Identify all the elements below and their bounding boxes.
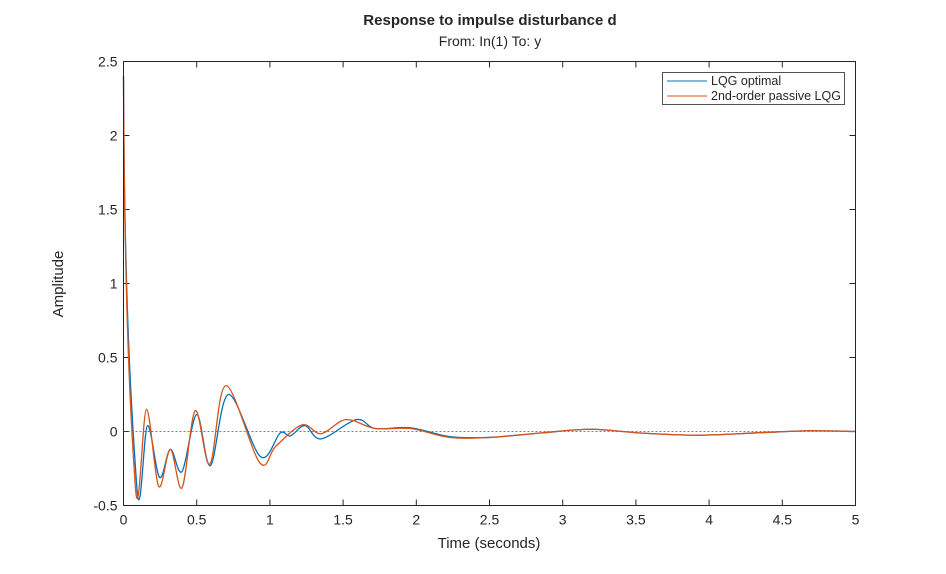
legend: LQG optimal 2nd-order passive LQG	[662, 72, 845, 105]
y-tick-label: 1.5	[98, 202, 118, 218]
x-tick-label: 3.5	[626, 512, 646, 528]
x-axis-label: Time (seconds)	[438, 535, 541, 552]
x-tick-label: 0.5	[187, 512, 207, 528]
y-tick-label: 0.5	[98, 350, 118, 366]
x-tick-label: 2.5	[480, 512, 500, 528]
chart-title: Response to impulse disturbance d	[363, 12, 616, 29]
legend-label-lqg-optimal: LQG optimal	[711, 74, 781, 88]
series-line-1	[122, 76, 856, 499]
y-axis-label: Amplitude	[50, 251, 67, 318]
y-tick-label: -0.5	[93, 498, 117, 514]
chart-subtitle: From: In(1) To: y	[439, 33, 541, 49]
series-line-0	[122, 76, 856, 501]
x-tick-label: 5	[852, 512, 860, 528]
x-tick-label: 0	[120, 512, 128, 528]
x-tick-label: 4.5	[773, 512, 793, 528]
y-tick-label: 0	[110, 424, 118, 440]
x-tick-label: 1.5	[333, 512, 353, 528]
x-tick-label: 3	[559, 512, 567, 528]
x-tick-label: 4	[705, 512, 713, 528]
legend-label-passive-lqg: 2nd-order passive LQG	[711, 89, 841, 103]
plot-area-border	[123, 61, 856, 506]
x-tick-label: 1	[266, 512, 274, 528]
y-tick-label: 2	[110, 128, 118, 144]
y-tick-label: 1	[110, 276, 118, 292]
y-tick-label: 2.5	[98, 54, 118, 70]
x-tick-label: 2	[412, 512, 420, 528]
